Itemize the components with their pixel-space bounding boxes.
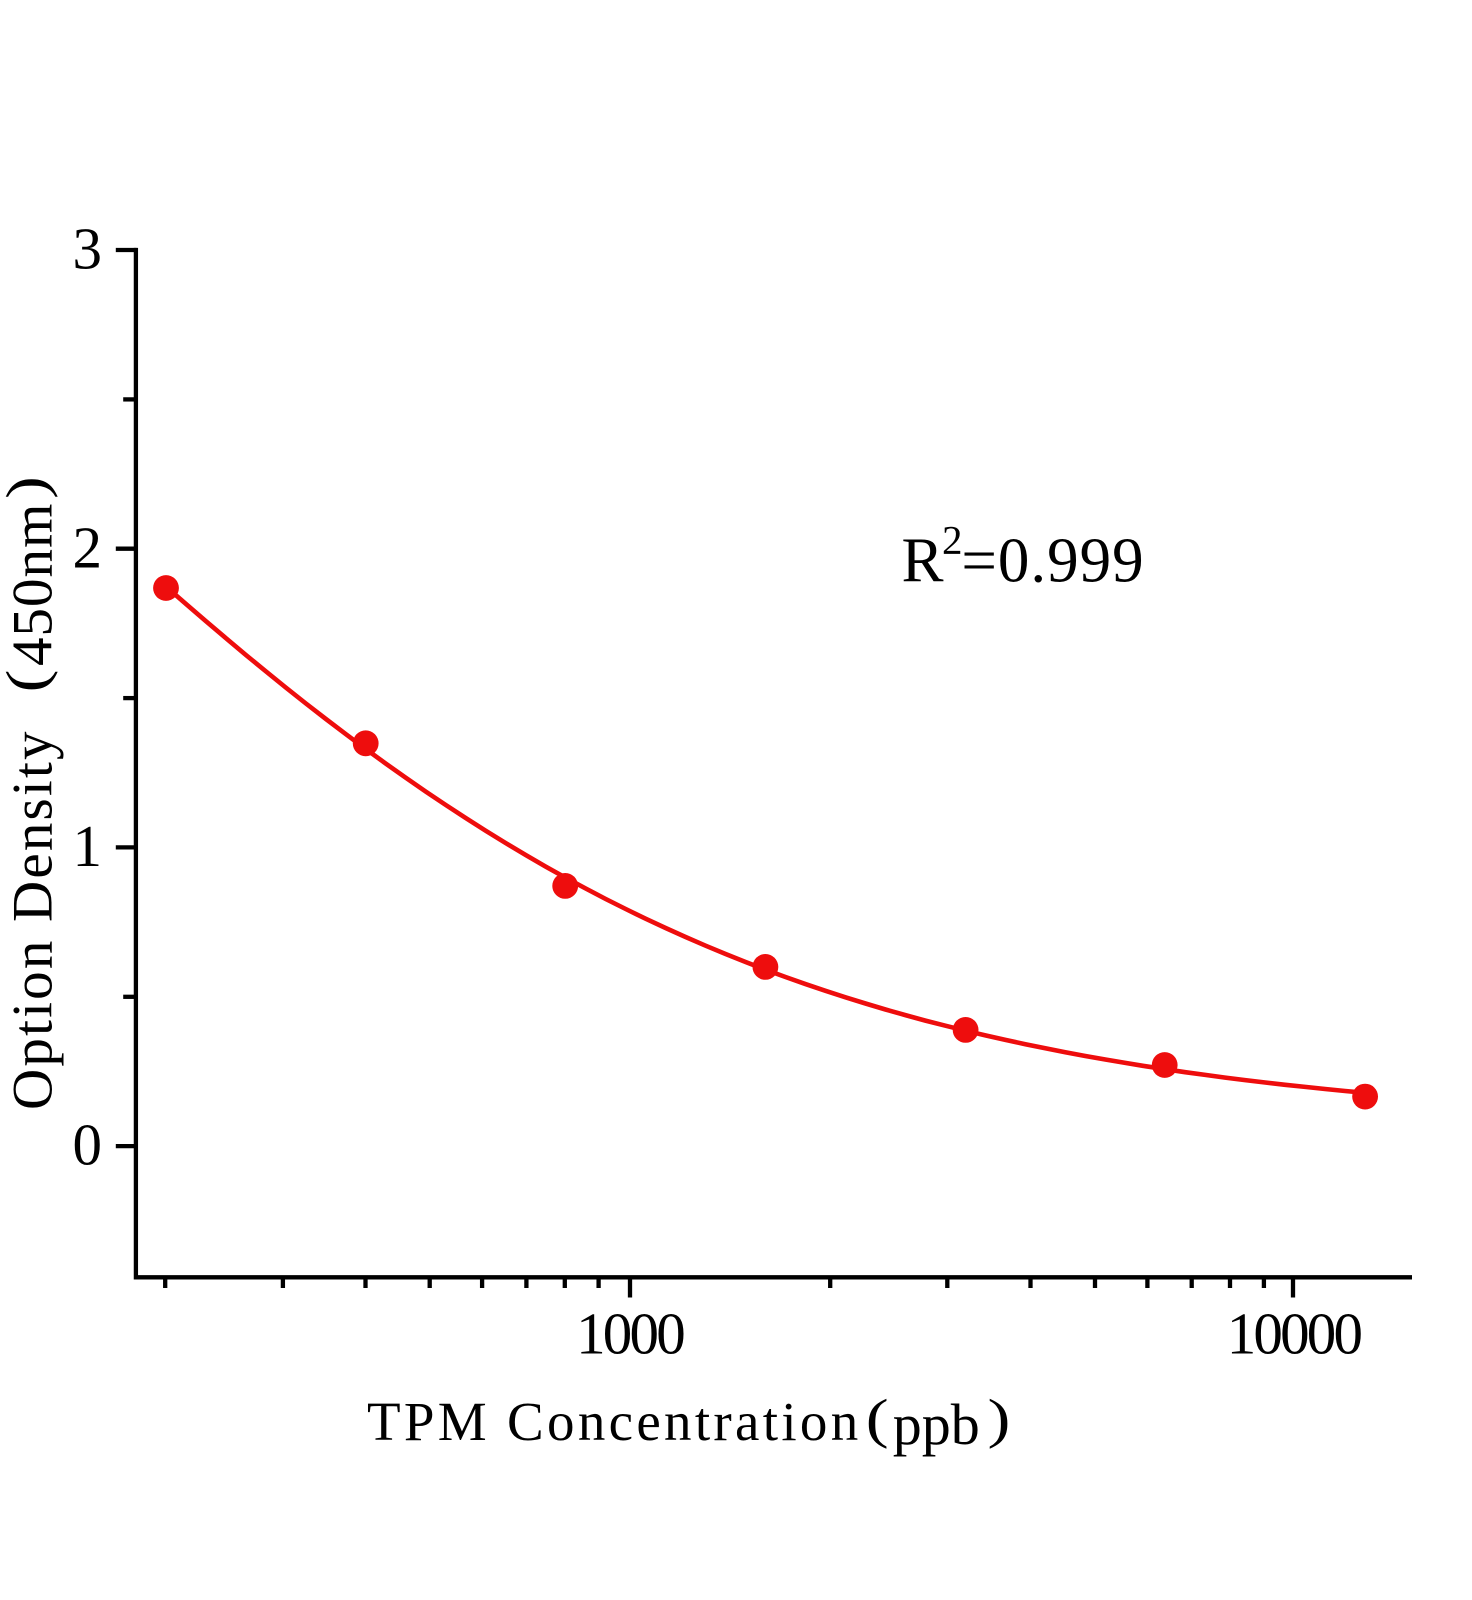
- svg-text:Option Density: Option Density: [2, 729, 65, 1110]
- svg-text:): ): [988, 1389, 1011, 1449]
- svg-text:1000: 1000: [576, 1301, 684, 1367]
- svg-text:0: 0: [73, 1112, 103, 1178]
- svg-text:(: (: [866, 1389, 889, 1449]
- svg-text:1: 1: [73, 813, 103, 879]
- svg-text:TPM Concentration: TPM Concentration: [367, 1391, 862, 1452]
- svg-text:2: 2: [73, 514, 103, 580]
- svg-text:10000: 10000: [1227, 1301, 1362, 1367]
- svg-text:=0.999: =0.999: [961, 526, 1144, 596]
- svg-text:3: 3: [73, 216, 103, 282]
- svg-text:ppb: ppb: [893, 1392, 980, 1457]
- svg-text:(: (: [0, 670, 58, 693]
- svg-text:450nm: 450nm: [2, 503, 65, 666]
- svg-text:R: R: [902, 526, 944, 596]
- svg-text:): ): [0, 476, 58, 499]
